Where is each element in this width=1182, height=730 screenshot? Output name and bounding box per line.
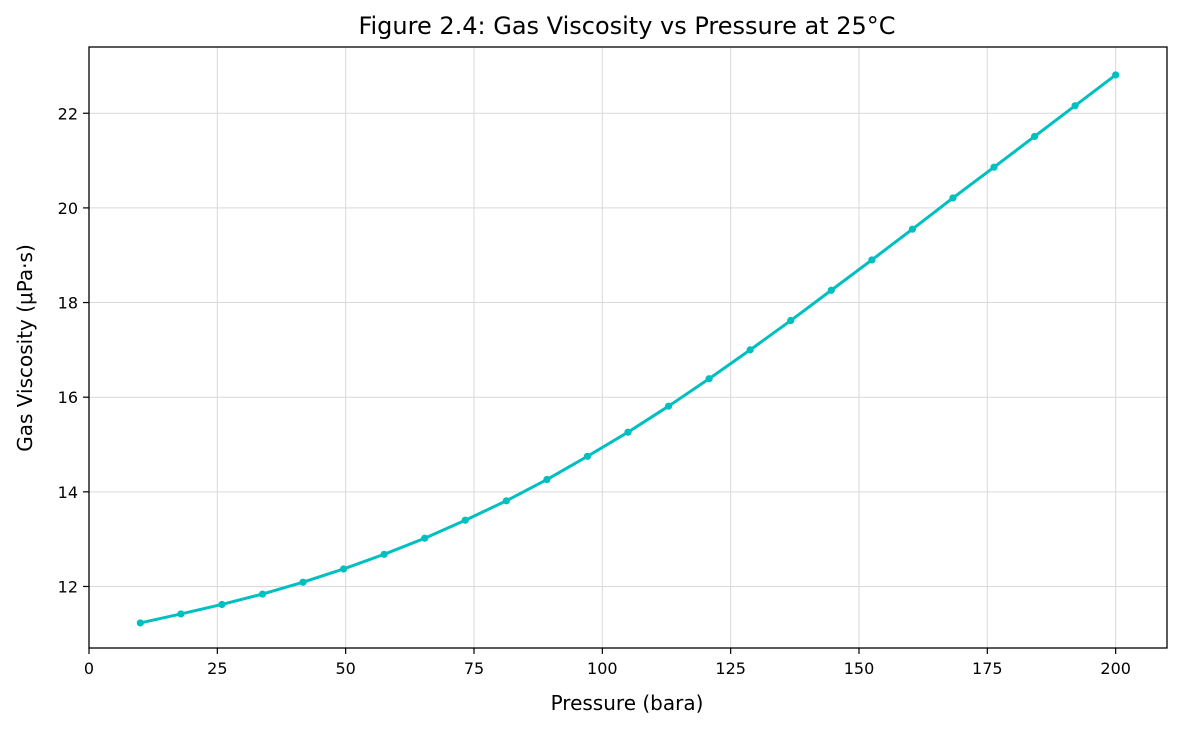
y-tick-label: 22 <box>58 104 78 123</box>
plot-frame <box>88 46 1168 649</box>
data-series <box>136 71 1120 627</box>
data-point <box>664 402 673 410</box>
data-point <box>380 550 388 558</box>
data-point <box>705 375 713 383</box>
data-point <box>177 610 185 618</box>
data-point <box>949 194 957 202</box>
data-point <box>787 316 795 325</box>
data-point <box>1112 71 1120 79</box>
data-point <box>136 619 144 627</box>
data-point <box>1071 102 1079 110</box>
x-tick-label: 50 <box>335 659 355 678</box>
y-tick-label: 12 <box>58 577 78 596</box>
data-point <box>868 256 876 264</box>
data-point <box>218 600 226 609</box>
x-tick-label: 0 <box>84 659 94 678</box>
chart-title: Figure 2.4: Gas Viscosity vs Pressure at… <box>358 12 895 40</box>
grid-lines <box>88 47 1167 648</box>
y-tick-label: 20 <box>58 199 78 218</box>
data-point <box>340 565 348 573</box>
x-tick-label: 125 <box>715 659 746 678</box>
data-point <box>299 578 307 586</box>
x-tick-label: 75 <box>464 659 484 678</box>
x-axis-label: Pressure (bara) <box>551 691 704 715</box>
data-point <box>258 590 267 598</box>
x-tick-label: 100 <box>587 659 618 678</box>
data-point <box>502 497 510 505</box>
axis-ticks: 0 25 50 75 100 125 150 175 200 12 14 16 18 20 22 <box>58 104 1131 678</box>
data-point <box>461 516 469 524</box>
y-tick-label: 18 <box>58 294 78 313</box>
data-point <box>421 534 429 542</box>
data-point <box>746 346 754 354</box>
x-tick-label: 175 <box>972 659 1003 678</box>
data-point <box>827 286 835 294</box>
data-point <box>624 428 632 436</box>
data-point <box>908 225 916 233</box>
x-tick-label: 200 <box>1100 659 1131 678</box>
data-point <box>990 163 998 171</box>
data-point <box>543 475 551 484</box>
y-axis-label: Gas Viscosity (μPa·s) <box>13 244 37 452</box>
x-tick-label: 25 <box>207 659 227 678</box>
x-tick-label: 150 <box>844 659 875 678</box>
y-tick-label: 14 <box>58 483 78 502</box>
series-line <box>140 73 1117 625</box>
data-point <box>1030 132 1039 141</box>
y-tick-label: 16 <box>58 388 78 407</box>
data-point <box>583 452 592 460</box>
